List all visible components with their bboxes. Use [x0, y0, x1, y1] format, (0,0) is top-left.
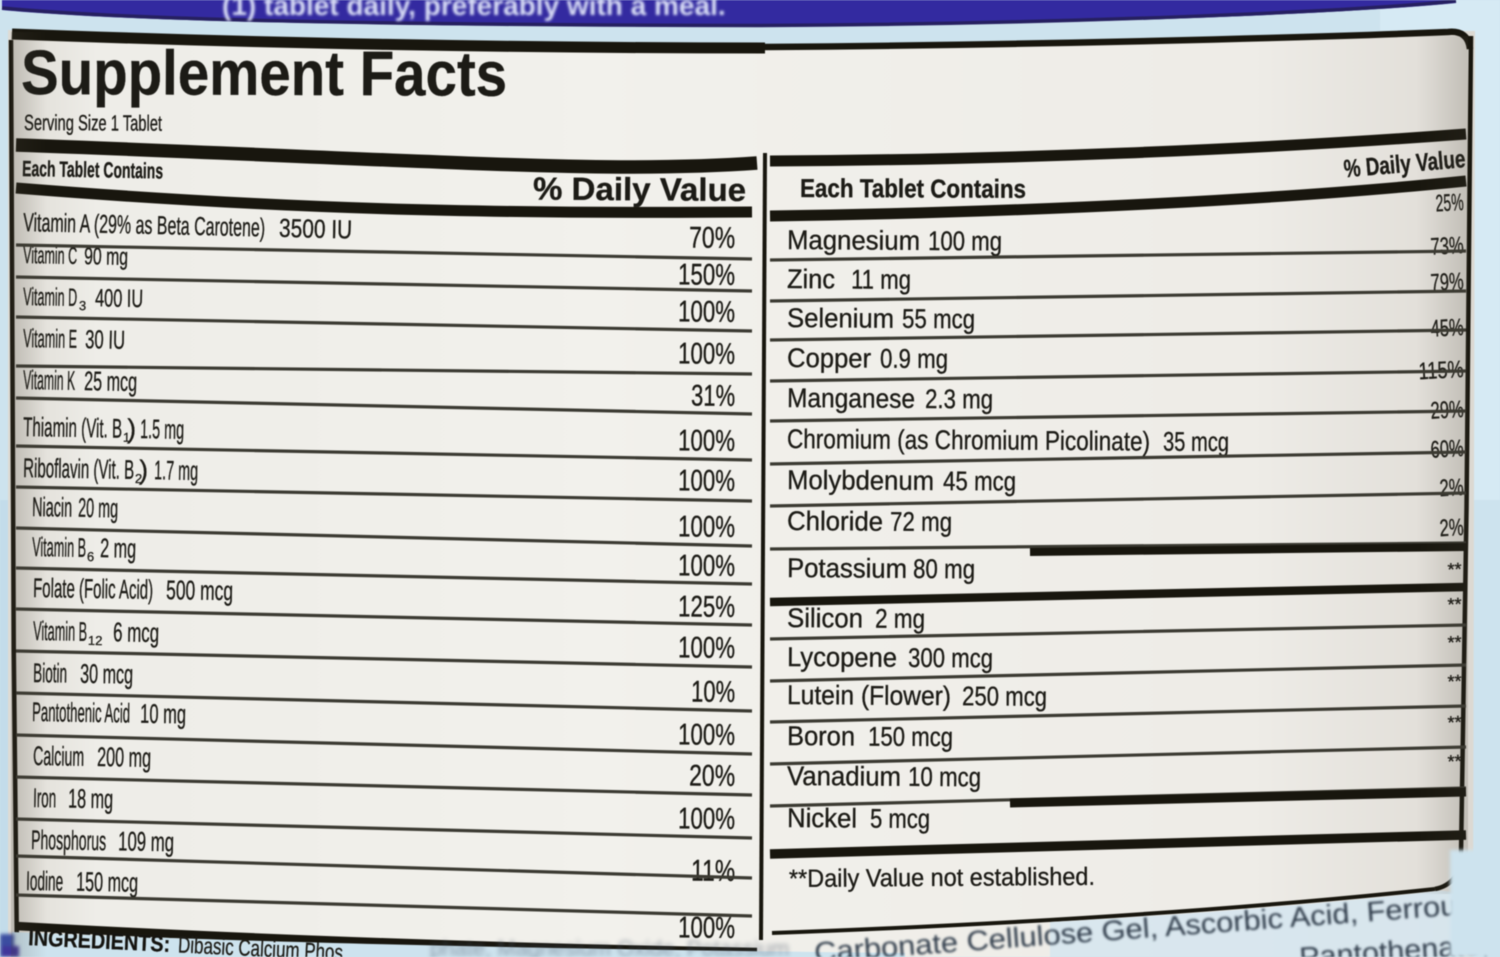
svg-text:phate, Magnesium Oxide, Potass: phate, Magnesium Oxide, Potassium [430, 936, 790, 957]
svg-text:2 mg: 2 mg [100, 533, 137, 564]
svg-text:Vanadium: Vanadium [787, 761, 901, 792]
svg-text:Vitamin A (29% as Beta Caroten: Vitamin A (29% as Beta Carotene) [23, 207, 266, 242]
svg-text:300 mcg: 300 mcg [908, 643, 993, 674]
svg-text:30 IU: 30 IU [85, 324, 126, 355]
svg-text:125%: 125% [678, 590, 735, 624]
svg-text:Manganese: Manganese [787, 383, 915, 414]
svg-text:% Daily Value: % Daily Value [533, 171, 746, 208]
svg-text:Folate (Folic Acid): Folate (Folic Acid) [33, 573, 153, 605]
svg-text:25 mcg: 25 mcg [84, 366, 138, 397]
svg-text:72 mg: 72 mg [890, 507, 952, 537]
svg-text:1.5 mg: 1.5 mg [140, 414, 185, 445]
svg-text:Pantothenic Acid: Pantothenic Acid [32, 697, 130, 729]
svg-text:70%: 70% [689, 222, 735, 255]
svg-text:250 mcg: 250 mcg [962, 681, 1047, 712]
svg-text:10 mcg: 10 mcg [908, 762, 981, 793]
svg-text:Silicon: Silicon [787, 603, 863, 634]
svg-text:35 mcg: 35 mcg [1163, 427, 1229, 457]
svg-text:Chromium (as Chromium Picolina: Chromium (as Chromium Picolinate) [787, 424, 1150, 457]
svg-text:): ) [139, 455, 149, 485]
svg-text:11 mg: 11 mg [851, 264, 911, 294]
svg-text:Nickel: Nickel [787, 803, 857, 833]
svg-text:Lycopene: Lycopene [787, 642, 897, 673]
svg-text:Lutein (Flower): Lutein (Flower) [787, 680, 951, 711]
svg-text:100%: 100% [678, 295, 735, 329]
svg-text:20 mg: 20 mg [78, 493, 119, 524]
svg-text:2: 2 [135, 471, 142, 486]
svg-text:31%: 31% [691, 380, 735, 413]
svg-text:Chloride: Chloride [787, 506, 883, 537]
svg-text:45 mcg: 45 mcg [943, 466, 1016, 497]
svg-text:100 mg: 100 mg [928, 226, 1002, 257]
svg-text:1.7 mg: 1.7 mg [154, 455, 199, 486]
svg-text:80 mg: 80 mg [913, 554, 975, 584]
svg-text:109 mg: 109 mg [118, 826, 174, 857]
svg-text:0.9 mg: 0.9 mg [880, 344, 948, 374]
svg-text:Boron: Boron [787, 721, 855, 751]
svg-text:5 mcg: 5 mcg [870, 804, 930, 834]
svg-text:3: 3 [79, 298, 86, 313]
svg-text:150%: 150% [678, 258, 735, 292]
svg-text:3500 IU: 3500 IU [279, 213, 353, 245]
svg-text:6: 6 [87, 549, 94, 564]
svg-text:20%: 20% [689, 760, 735, 793]
svg-text:10%: 10% [691, 676, 735, 709]
svg-text:Selenium: Selenium [787, 303, 894, 334]
svg-text:100%: 100% [678, 424, 735, 458]
svg-text:Copper: Copper [787, 343, 871, 374]
svg-text:100%: 100% [678, 631, 735, 665]
svg-text:12: 12 [88, 633, 103, 648]
svg-text:30 mcg: 30 mcg [80, 659, 133, 690]
svg-text:18 mg: 18 mg [68, 784, 113, 815]
svg-text:100%: 100% [678, 718, 735, 752]
svg-text:Magnesium: Magnesium [787, 225, 920, 256]
svg-text:500 mcg: 500 mcg [166, 575, 233, 606]
svg-text:**Daily Value not established.: **Daily Value not established. [789, 863, 1095, 893]
svg-text:Potassium: Potassium [787, 553, 907, 584]
svg-text:150 mcg: 150 mcg [76, 867, 138, 898]
svg-text:6 mcg: 6 mcg [113, 617, 159, 648]
svg-text:2.3 mg: 2.3 mg [925, 384, 993, 414]
svg-text:100%: 100% [678, 549, 735, 583]
svg-text:200 mg: 200 mg [97, 742, 151, 773]
svg-text:2 mg: 2 mg [875, 604, 925, 634]
svg-text:100%: 100% [678, 802, 735, 836]
svg-text:10 mg: 10 mg [140, 699, 186, 730]
svg-text:100%: 100% [678, 911, 735, 945]
svg-text:Molybdenum: Molybdenum [787, 465, 934, 496]
svg-text:100%: 100% [678, 464, 735, 498]
svg-text:400 IU: 400 IU [95, 284, 143, 313]
svg-text:150 mcg: 150 mcg [868, 722, 953, 753]
svg-text:1: 1 [123, 430, 130, 445]
svg-text:100%: 100% [678, 510, 735, 544]
svg-text:): ) [127, 414, 137, 444]
svg-text:Zinc: Zinc [787, 264, 835, 294]
svg-text:Supplement Facts: Supplement Facts [21, 38, 507, 110]
svg-text:100%: 100% [678, 337, 735, 371]
svg-text:11%: 11% [691, 855, 735, 888]
svg-text:55 mcg: 55 mcg [902, 304, 975, 335]
svg-text:(1) tablet daily, preferably w: (1) tablet daily, preferably with a meal… [222, 0, 726, 21]
svg-text:Each Tablet Contains: Each Tablet Contains [800, 173, 1026, 204]
